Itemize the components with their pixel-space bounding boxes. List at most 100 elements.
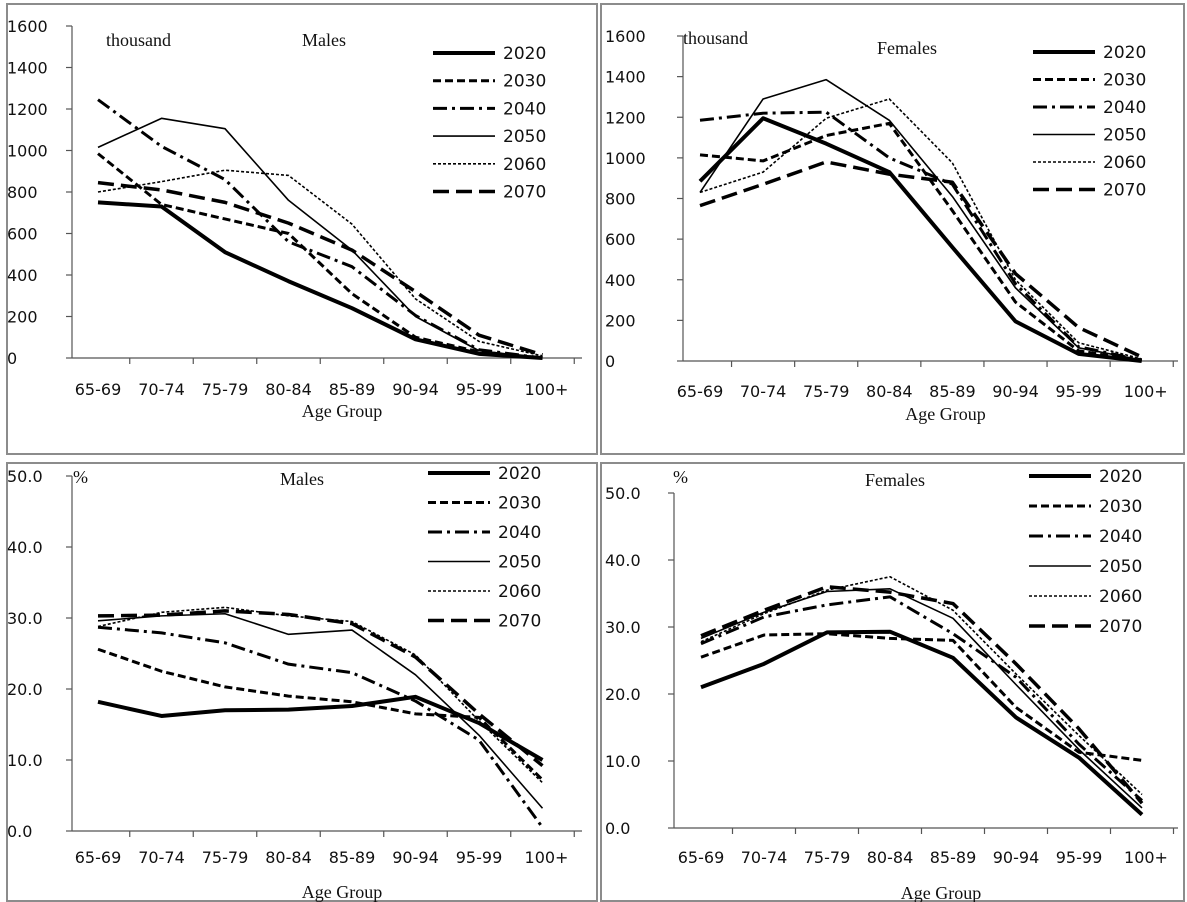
x-tick-label: 90-94 — [992, 382, 1039, 401]
legend-label-2050: 2050 — [1103, 126, 1146, 146]
series-line-2050 — [699, 78, 1142, 361]
y-tick-label: 200 — [605, 311, 636, 330]
x-tick-label: 80-84 — [866, 382, 913, 401]
x-tick-label: 85-89 — [929, 382, 976, 401]
x-tick-label: 65-69 — [677, 382, 724, 401]
chart-frame — [6, 3, 598, 455]
y-tick-label: 1200 — [605, 108, 646, 127]
unit-label: % — [73, 467, 88, 487]
series-line-2040 — [699, 110, 1143, 362]
y-tick-label: 50.0 — [7, 467, 43, 486]
x-tick-label: 100+ — [1124, 382, 1168, 401]
y-tick-label: 20.0 — [605, 685, 641, 704]
y-tick-label: 1200 — [7, 100, 48, 119]
x-tick-label: 75-79 — [803, 382, 850, 401]
y-tick-label: 1000 — [7, 142, 48, 161]
x-tick-label: 80-84 — [265, 848, 312, 867]
chart-males-thousand: 0 200 400 600 800 1000 1200 1400 1600 65-69 70-74 7… — [0, 0, 598, 458]
legend-label-2060: 2060 — [1103, 153, 1146, 173]
y-tick-label: 1000 — [605, 149, 646, 168]
y-tick-label: 600 — [605, 230, 636, 249]
series-line-2030 — [699, 121, 1142, 363]
series-line-2070 — [700, 585, 1144, 805]
series-line-2060 — [699, 98, 1142, 360]
y-tick-label: 1600 — [605, 27, 646, 46]
x-tick-label: 100+ — [525, 380, 569, 399]
x-tick-label: 75-79 — [202, 848, 249, 867]
series-line-2050 — [97, 117, 543, 359]
series-line-2020 — [700, 629, 1144, 817]
y-tick-label: 1400 — [7, 59, 48, 78]
y-tick-label: 600 — [7, 225, 38, 244]
x-axis-title: Age Group — [302, 401, 382, 421]
series-line-2070 — [97, 180, 544, 357]
chart-females-percent: 0.0 10.0 20.0 30.0 40.0 50.0 65-69 70-74 75-79 80… — [598, 458, 1187, 902]
legend-label-2070: 2070 — [498, 612, 541, 632]
legend-label-2040: 2040 — [1099, 527, 1142, 547]
y-tick-label: 30.0 — [7, 609, 43, 628]
y-tick-label: 800 — [7, 183, 38, 202]
series-line-2030 — [97, 647, 544, 781]
x-tick-label: 100+ — [525, 848, 569, 867]
y-tick-label: 1400 — [605, 68, 646, 87]
y-tick-label: 10.0 — [605, 752, 641, 771]
series-line-2040 — [97, 625, 544, 829]
series-line-2020 — [97, 200, 543, 360]
x-tick-label: 95-99 — [456, 848, 503, 867]
x-axis-title: Age Group — [901, 883, 981, 902]
x-tick-label: 85-89 — [329, 380, 376, 399]
series-line-2060 — [700, 575, 1143, 796]
y-tick-label: 20.0 — [7, 680, 43, 699]
series-line-2030 — [700, 632, 1143, 762]
legend-label-2040: 2040 — [498, 523, 541, 543]
legend-label-2060: 2060 — [498, 582, 541, 602]
legend-label-2020: 2020 — [1103, 43, 1146, 63]
y-tick-label: 800 — [605, 190, 636, 209]
y-tick-label: 400 — [7, 266, 38, 285]
x-tick-label: 85-89 — [329, 848, 376, 867]
chart-title: Males — [280, 469, 324, 489]
x-tick-label: 80-84 — [265, 380, 312, 399]
x-tick-label: 95-99 — [1055, 382, 1102, 401]
series-line-2020 — [97, 694, 544, 762]
x-tick-label: 100+ — [1124, 848, 1168, 867]
y-tick-label: 0.0 — [7, 822, 32, 841]
series-line-2060 — [97, 606, 544, 784]
series-line-2070 — [97, 609, 544, 768]
chart-title: Females — [865, 470, 925, 490]
series-line-2050 — [700, 588, 1143, 809]
unit-label: thousand — [106, 30, 171, 50]
y-tick-label: 1600 — [7, 17, 48, 36]
series-line-2050 — [97, 612, 544, 809]
x-tick-label: 65-69 — [75, 380, 122, 399]
chart-males-percent: 0.0 10.0 20.0 30.0 40.0 50.0 65-69 70-74 75-79 80… — [0, 458, 598, 902]
legend-label-2060: 2060 — [1099, 587, 1142, 607]
chart-title: Males — [302, 30, 346, 50]
y-tick-label: 0.0 — [605, 819, 630, 838]
series-line-2030 — [97, 152, 543, 360]
legend-label-2030: 2030 — [1103, 71, 1146, 91]
y-tick-label: 0 — [7, 349, 17, 368]
y-tick-label: 50.0 — [605, 484, 641, 503]
series-line-2060 — [97, 169, 543, 357]
series-line-2070 — [699, 160, 1143, 359]
x-tick-label: 90-94 — [993, 848, 1040, 867]
legend-label-2050: 2050 — [1099, 557, 1142, 577]
x-tick-label: 65-69 — [678, 848, 725, 867]
legend-label-2040: 2040 — [1103, 98, 1146, 118]
y-tick-label: 40.0 — [605, 551, 641, 570]
legend-label-2070: 2070 — [503, 183, 546, 203]
x-tick-label: 65-69 — [75, 848, 122, 867]
x-tick-label: 70-74 — [741, 848, 788, 867]
y-tick-label: 0 — [605, 352, 615, 371]
y-tick-label: 10.0 — [7, 751, 43, 770]
x-tick-label: 70-74 — [740, 382, 787, 401]
chart-title: Females — [877, 38, 937, 58]
series-line-2020 — [698, 116, 1142, 363]
x-axis-title: Age Group — [302, 882, 382, 902]
legend-label-2030: 2030 — [1099, 497, 1142, 517]
x-tick-label: 85-89 — [930, 848, 977, 867]
x-tick-label: 95-99 — [1056, 848, 1103, 867]
legend-label-2060: 2060 — [503, 155, 546, 175]
y-tick-label: 40.0 — [7, 538, 43, 557]
